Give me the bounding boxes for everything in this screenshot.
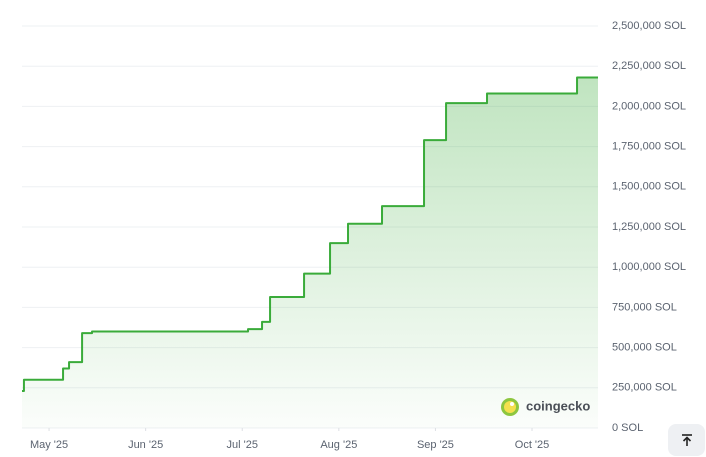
x-tick-label: Sep '25 (417, 439, 454, 451)
y-tick-label: 750,000 SOL (612, 301, 677, 313)
y-tick-label: 2,500,000 SOL (612, 20, 686, 32)
y-tick-label: 250,000 SOL (612, 382, 677, 394)
y-tick-label: 1,750,000 SOL (612, 141, 686, 153)
y-tick-label: 500,000 SOL (612, 342, 677, 354)
line (22, 76, 598, 393)
x-tick-label: May '25 (30, 439, 68, 451)
y-tick-label: 0 SOL (612, 422, 643, 434)
y-tick-label: 1,500,000 SOL (612, 181, 686, 193)
x-tick-label: Jun '25 (128, 439, 163, 451)
scroll-top-button[interactable] (668, 424, 705, 456)
x-tick-label: Oct '25 (515, 439, 550, 451)
y-tick-label: 2,000,000 SOL (612, 100, 686, 112)
watermark: coingecko (501, 398, 590, 416)
y-tick-label: 2,250,000 SOL (612, 60, 686, 72)
y-tick-label: 1,000,000 SOL (612, 261, 686, 273)
watermark-text: coingecko (526, 398, 590, 413)
area (22, 77, 598, 429)
y-tick-label: 1,250,000 SOL (612, 221, 686, 233)
arrow-up-icon (681, 434, 692, 446)
x-tick-label: Aug '25 (320, 439, 357, 451)
x-tick-label: Jul '25 (227, 439, 258, 451)
